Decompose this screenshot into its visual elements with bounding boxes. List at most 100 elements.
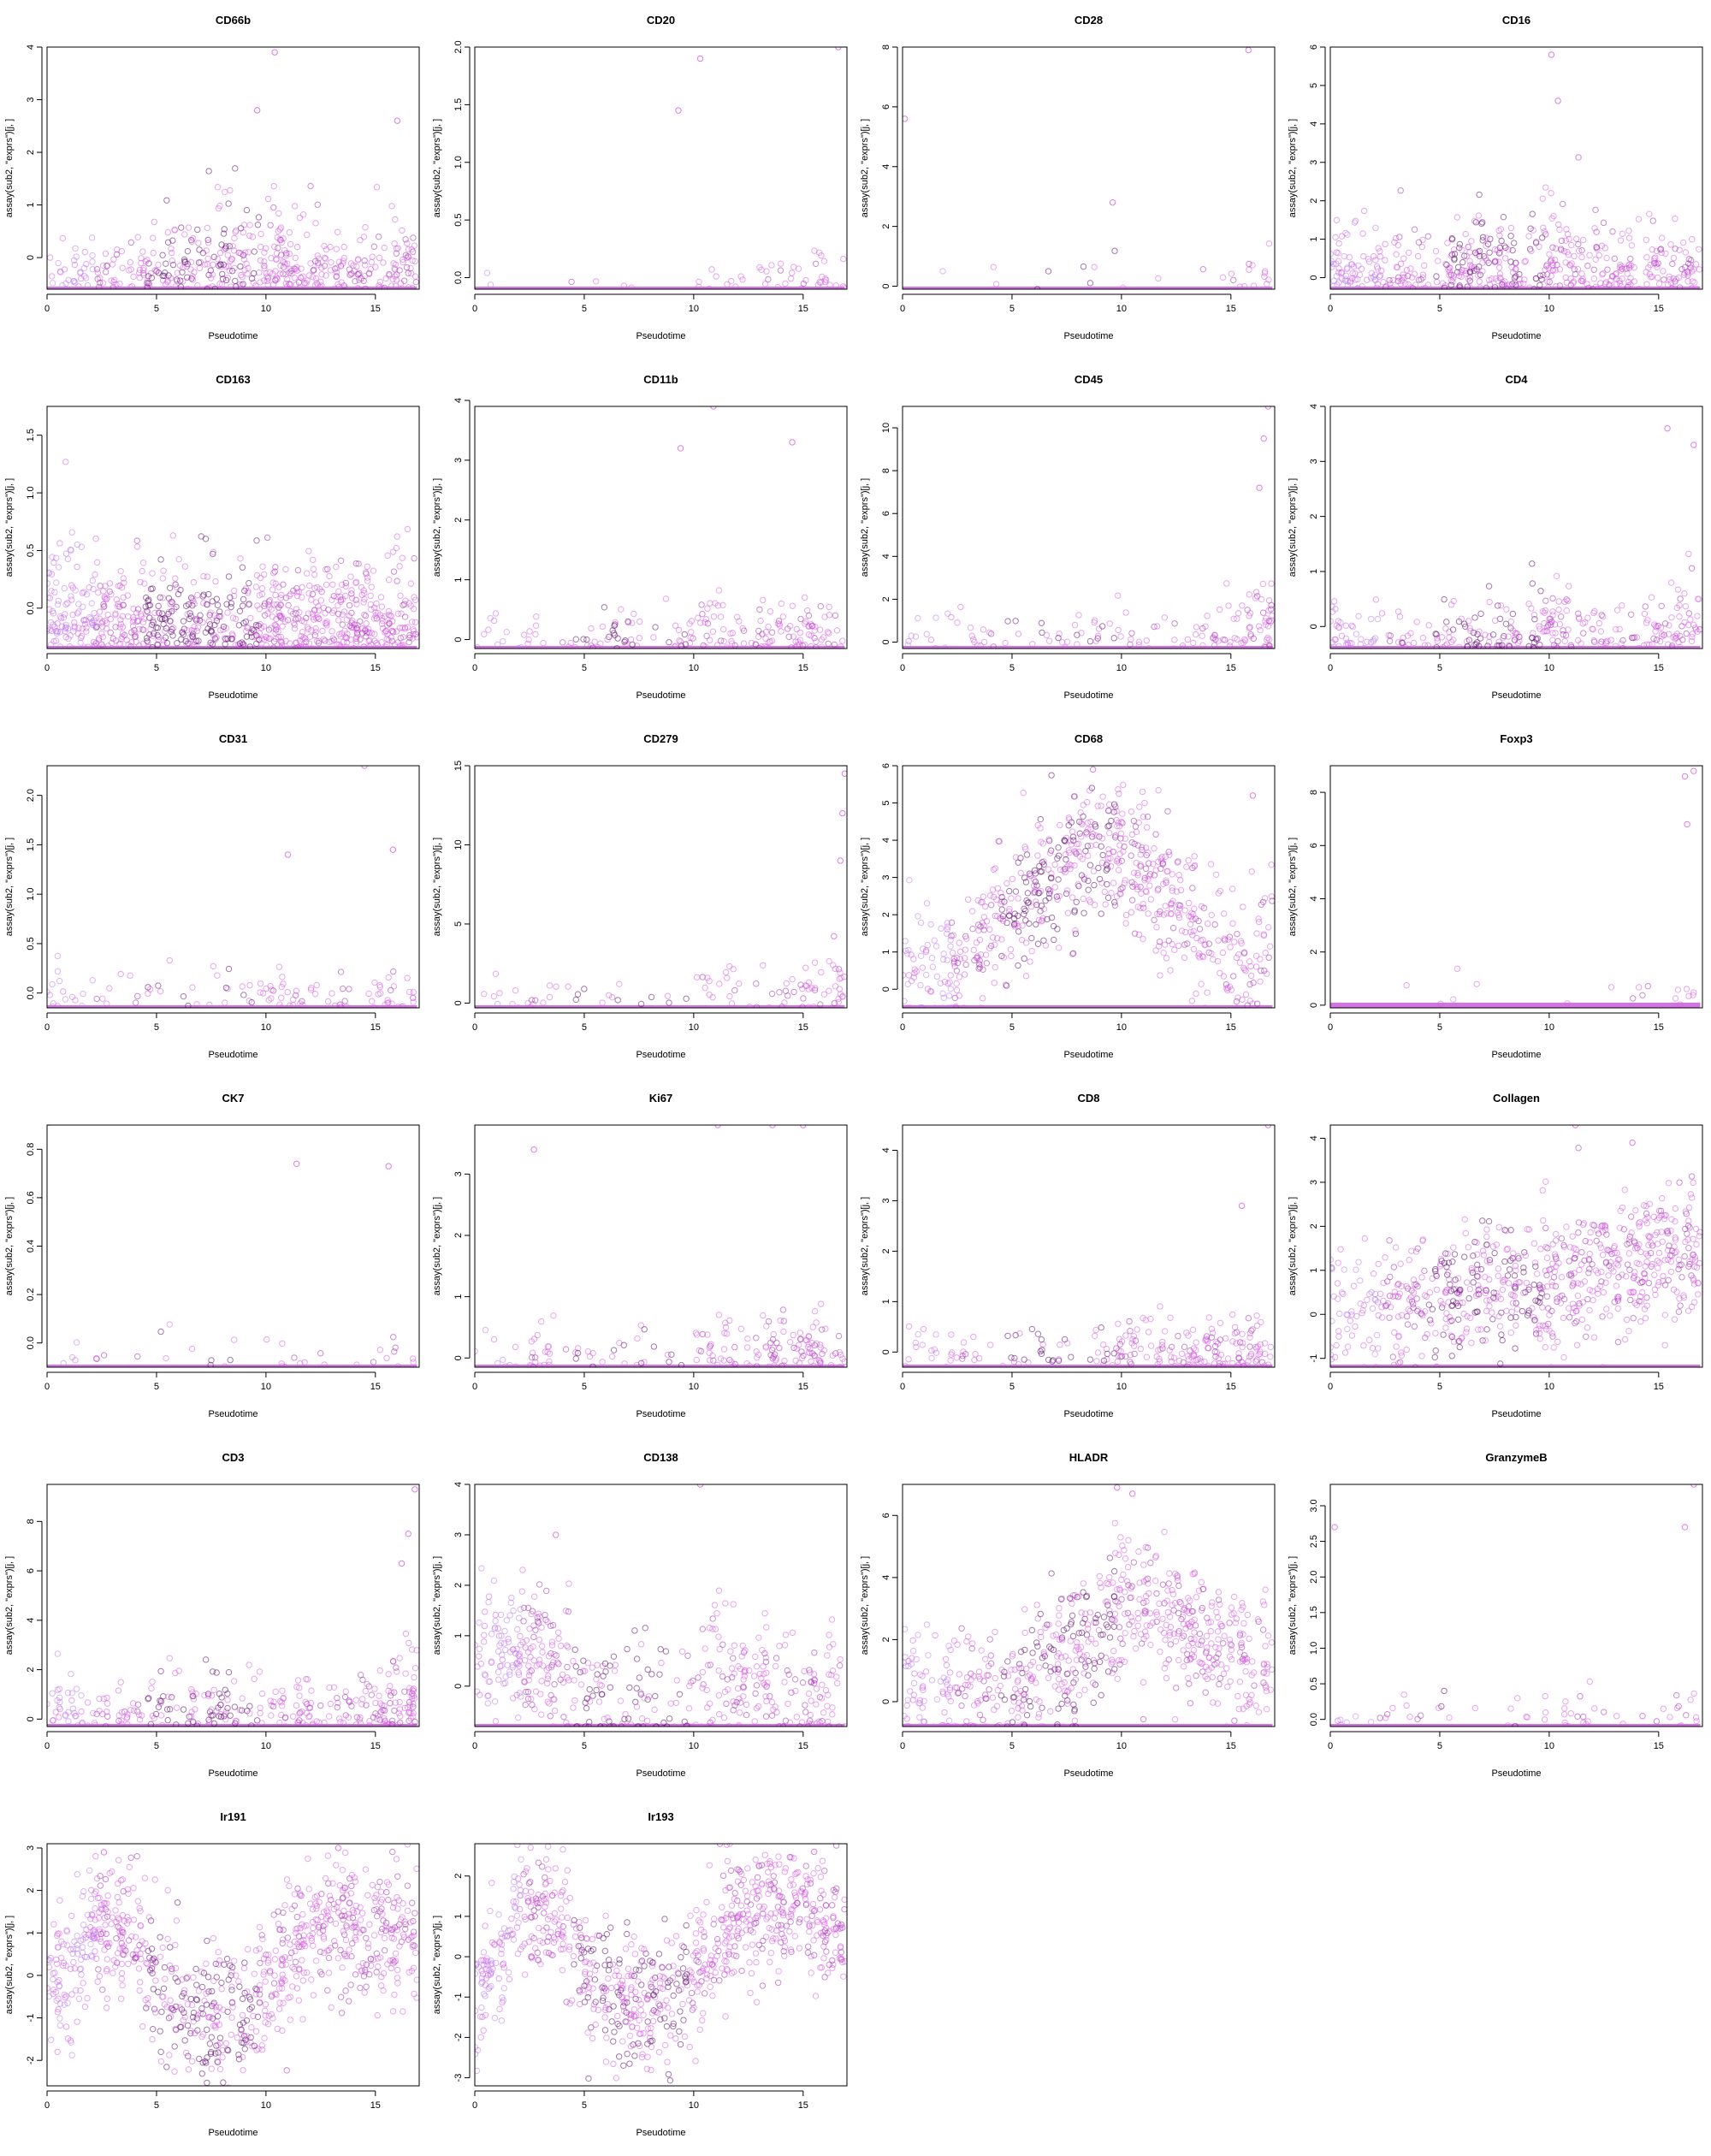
data-point [582,986,587,992]
data-point [1483,1274,1488,1279]
y-tick-label: 0 [453,637,464,642]
data-point [280,1341,285,1346]
y-tick-label: 4 [881,1147,891,1152]
outlier-point [386,1164,391,1169]
data-point [1673,1205,1678,1211]
data-point [1508,225,1513,230]
data-point [970,926,975,931]
data-point [1168,1315,1173,1320]
data-point [1098,1324,1104,1330]
data-point [956,940,962,945]
data-point [950,951,955,956]
data-point [1136,820,1141,825]
data-point [1649,595,1654,600]
data-point [1683,604,1688,609]
outlier-point [1555,98,1560,104]
y-tick-label: 2 [1309,514,1319,519]
plot-frame [903,1125,1275,1367]
data-point [1356,613,1361,619]
data-point [89,601,94,606]
data-point [287,241,293,246]
data-point [1033,921,1039,927]
data-point [1354,1313,1359,1318]
data-point [1608,637,1613,643]
data-point [1495,1266,1501,1271]
data-point [741,641,746,646]
data-point [573,637,578,642]
data-point [1566,598,1571,603]
data-point [1501,635,1506,640]
data-point [1666,1181,1671,1186]
data-point [1260,610,1265,615]
data-point [1154,925,1159,930]
data-point [411,235,416,240]
data-point [1116,593,1121,598]
plot-frame [47,766,419,1008]
data-point [1564,1224,1569,1229]
data-point [103,251,108,256]
data-point [1567,1245,1572,1250]
data-point [1509,1309,1514,1314]
data-point [1471,218,1477,223]
data-point [55,601,60,607]
data-point [1483,1308,1489,1313]
data-point [338,969,343,974]
data-point [991,264,996,270]
data-point [1142,800,1147,805]
data-point [1506,1281,1511,1286]
data-point [308,183,313,188]
x-tick-label: 10 [689,663,699,673]
data-point [923,972,928,977]
y-tick-label: 0 [453,1000,464,1005]
data-point [1668,580,1673,585]
data-point [1375,616,1380,621]
data-point [1112,755,1117,760]
data-point [1387,1293,1392,1298]
x-tick-label: 0 [472,663,477,673]
data-point [1191,640,1196,645]
data-point [340,986,346,991]
data-point [954,987,959,992]
data-point [1032,877,1037,882]
data-point [161,568,166,573]
data-point [1643,1316,1648,1321]
data-point [1205,921,1210,926]
data-point [980,996,985,1001]
data-point [918,953,923,958]
data-point [1111,636,1116,641]
data-point [158,557,163,562]
data-point [1035,1331,1040,1336]
data-point [948,973,953,978]
outlier-point [390,847,395,852]
outlier-point [1257,485,1262,490]
data-point [987,893,992,898]
data-point [1092,264,1097,270]
data-point [251,270,256,275]
x-tick-label: 10 [1116,1382,1127,1392]
data-point [1467,250,1472,255]
y-tick-label: 2.0 [26,789,36,802]
data-point [1452,1252,1457,1257]
y-tick-label: 6 [1309,44,1319,50]
data-point [1166,938,1171,943]
data-point [254,538,259,543]
data-point [1377,1291,1382,1296]
data-point [1094,1359,1099,1364]
y-tick-label: 1.5 [26,429,36,441]
data-point [1644,1295,1649,1300]
data-point [1266,240,1271,246]
data-point [1631,1316,1636,1321]
data-point [1499,238,1504,243]
data-point [1420,635,1425,640]
data-point [484,270,489,275]
y-tick-label: 0 [1309,275,1319,280]
data-point [1253,953,1258,958]
data-point [330,582,335,587]
data-point [90,259,95,264]
data-point [813,261,818,266]
